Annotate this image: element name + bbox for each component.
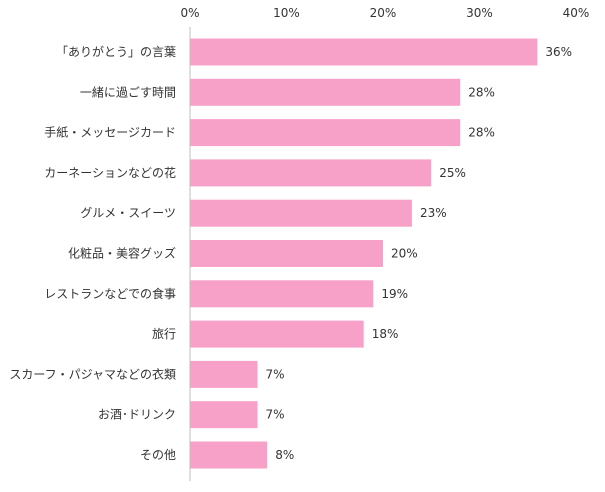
bar: [190, 199, 412, 227]
category-label: 「ありがとう」の言葉: [56, 44, 176, 59]
bar: [190, 78, 461, 106]
category-label: スカーフ・パジャマなどの衣類: [9, 366, 176, 381]
data-label: 7%: [266, 367, 285, 381]
bar: [190, 360, 258, 388]
category-label: お酒･ドリンク: [98, 408, 176, 422]
x-tick-label: 20%: [370, 6, 397, 20]
data-label: 20%: [391, 247, 418, 261]
category-label: 化粧品・美容グッズ: [68, 246, 176, 261]
category-labels: 「ありがとう」の言葉一緒に過ごす時間手紙・メッセージカードカーネーションなどの花…: [9, 44, 176, 462]
bar: [190, 320, 364, 348]
bar: [190, 159, 432, 187]
data-label: 23%: [420, 206, 447, 220]
data-label: 36%: [545, 45, 572, 59]
category-label: グルメ・スイーツ: [80, 206, 176, 220]
data-labels: 36% 28% 28% 25% 23% 20% 19% 18% 7% 7% 8%: [266, 45, 573, 462]
x-tick-label: 30%: [466, 6, 493, 20]
x-tick-label: 10%: [273, 6, 300, 20]
bar: [190, 401, 258, 429]
data-label: 18%: [372, 327, 399, 341]
bars-group: [190, 38, 538, 469]
bar: [190, 240, 383, 267]
data-label: 7%: [266, 408, 285, 422]
bar: [190, 119, 461, 147]
data-label: 28%: [468, 126, 495, 140]
category-label: 手紙・メッセージカード: [44, 125, 176, 140]
data-label: 28%: [468, 85, 495, 99]
bar: [190, 280, 374, 308]
category-label: 旅行: [152, 327, 176, 341]
category-label: 一緒に過ごす時間: [80, 84, 176, 99]
data-label: 8%: [275, 448, 294, 462]
bar: [190, 441, 268, 469]
bar: [190, 38, 538, 66]
x-tick-label: 40%: [563, 6, 590, 20]
data-label: 25%: [439, 166, 466, 180]
category-label: レストランなどでの食事: [44, 286, 176, 301]
x-axis-ticks: 0% 10% 20% 30% 40%: [180, 6, 589, 20]
data-label: 19%: [381, 287, 408, 301]
category-label: その他: [140, 448, 176, 462]
category-label: カーネーションなどの花: [44, 165, 176, 180]
x-tick-label: 0%: [180, 6, 199, 20]
